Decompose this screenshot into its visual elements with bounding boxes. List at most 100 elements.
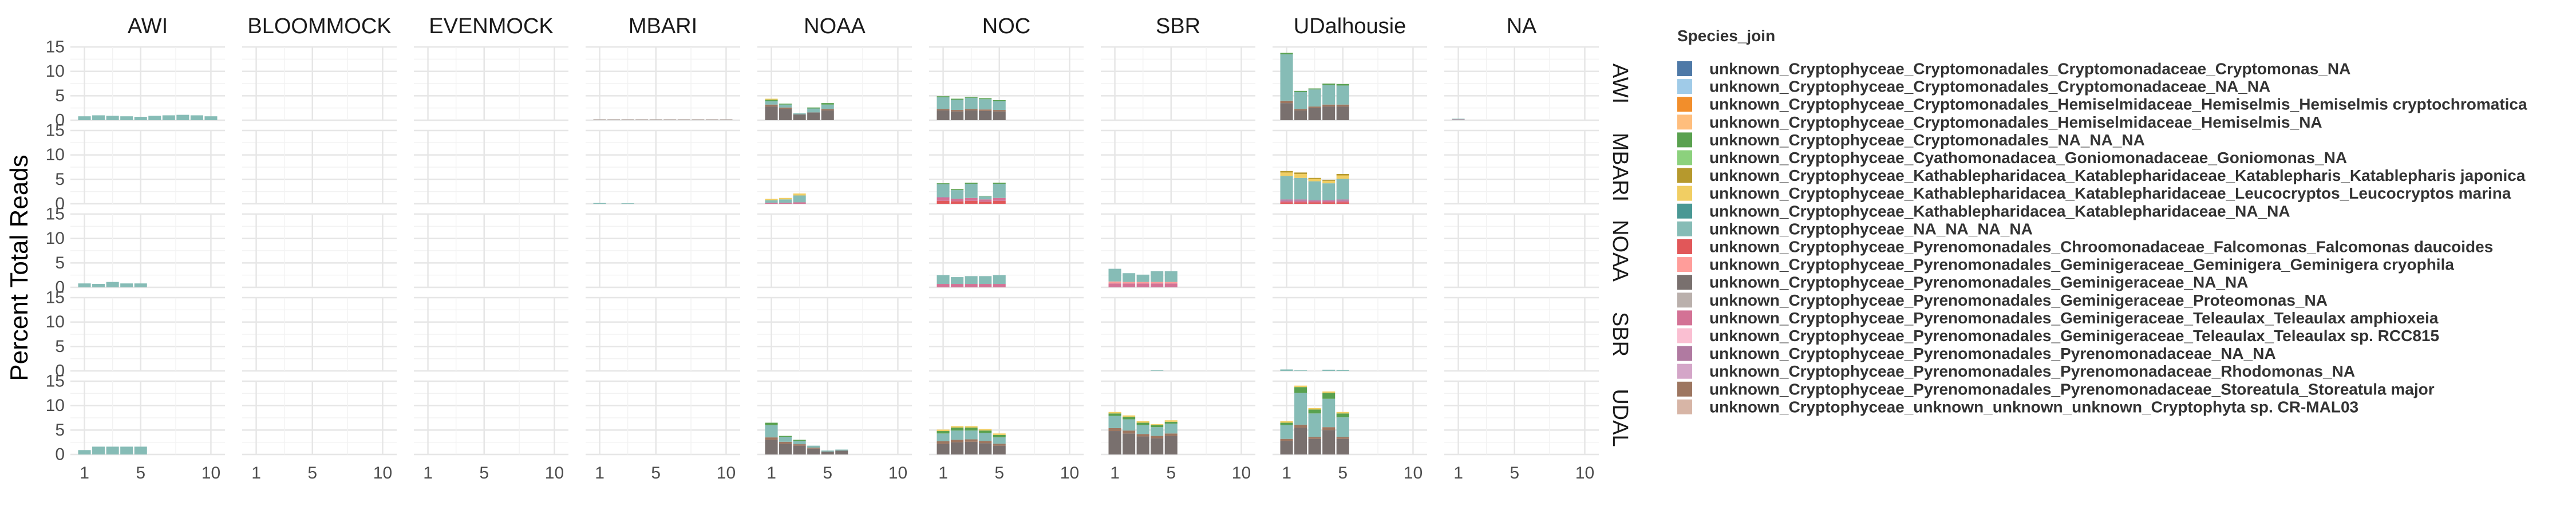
bar-segment [176, 114, 189, 120]
legend-label: unknown_Cryptophyceae_unknown_unknown_un… [1709, 398, 2358, 416]
bar-segment [1280, 422, 1293, 425]
bar-segment [793, 445, 806, 454]
bar-segment [1336, 200, 1349, 203]
bar-segment [1164, 271, 1178, 282]
bar-segment [1294, 385, 1307, 387]
bar-segment [1452, 118, 1465, 120]
bars-awi-udalhousie [1280, 53, 1349, 120]
legend-item: unknown_Cryptophyceae_Kathablepharidacea… [1677, 167, 2526, 184]
legend-label: unknown_Cryptophyceae_Cryptomonadales_Cr… [1709, 60, 2350, 78]
bar-segment [951, 426, 964, 428]
legend-key [1677, 346, 1692, 361]
bar-segment [807, 112, 820, 120]
bar-segment [1294, 177, 1307, 200]
x-tick-label: 5 [479, 464, 489, 483]
bar-segment [965, 441, 978, 454]
x-tick-label: 10 [1404, 464, 1423, 483]
legend-item: unknown_Cryptophyceae_Cryptomonadales_He… [1677, 113, 2322, 131]
legend-label: unknown_Cryptophyceae_Kathablepharidacea… [1709, 167, 2526, 184]
y-tick-label: 0 [55, 445, 65, 464]
legend-label: unknown_Cryptophyceae_Pyrenomonadales_Ge… [1709, 274, 2248, 291]
bar-segment [937, 275, 950, 284]
bar-segment [937, 429, 950, 432]
bar-segment [106, 282, 119, 287]
x-tick-label: 1 [80, 464, 89, 483]
bar-segment [1294, 92, 1307, 109]
bar-segment [1294, 370, 1307, 371]
bar-segment [1336, 417, 1349, 437]
bar-segment [1322, 84, 1336, 85]
bars-awi-na [1452, 118, 1465, 120]
legend-title: Species_join [1677, 27, 1775, 45]
bar-segment [779, 436, 792, 437]
bar-segment [965, 200, 978, 204]
bar-segment [92, 284, 105, 287]
bar-segment [120, 446, 133, 454]
panel-awi-evenmock [414, 46, 568, 121]
column-strip-bloommock: BLOOMMOCK [247, 14, 391, 38]
bar-segment [1164, 282, 1178, 284]
bar-segment [1280, 421, 1293, 423]
bar-segment [979, 441, 992, 444]
bar-segment [1336, 85, 1349, 105]
bar-segment [1308, 437, 1321, 439]
bar-segment [979, 110, 992, 120]
bar-segment [1336, 106, 1349, 120]
bar-segment [937, 109, 950, 110]
legend-item: unknown_Cryptophyceae_Pyrenomonadales_Ge… [1677, 256, 2454, 274]
bar-segment [1322, 85, 1336, 105]
bar-segment [1336, 84, 1349, 86]
bar-segment [765, 101, 778, 105]
legend-key [1677, 97, 1692, 112]
bar-segment [1322, 369, 1336, 371]
x-tick-label: 1 [1453, 464, 1463, 483]
x-tick-label: 5 [651, 464, 661, 483]
bar-segment [793, 441, 806, 445]
bar-segment [1308, 202, 1321, 204]
column-strip-noc: NOC [982, 14, 1030, 38]
bar-segment [1164, 283, 1178, 287]
bar-segment [951, 189, 964, 191]
bar-segment [1294, 424, 1307, 428]
bar-segment [120, 116, 133, 120]
panel-mbari-noaa [757, 129, 912, 205]
legend-label: unknown_Cryptophyceae_Pyrenomonadales_Py… [1709, 362, 2355, 380]
bar-segment [965, 97, 978, 98]
bar-segment [677, 119, 690, 120]
bar-segment [993, 284, 1006, 287]
bar-segment [951, 430, 964, 440]
bar-segment [937, 200, 950, 204]
bar-segment [993, 111, 1006, 120]
legend-key [1677, 310, 1692, 326]
bar-segment [779, 103, 792, 105]
x-tick-label: 1 [423, 464, 433, 483]
bar-segment [807, 445, 820, 448]
y-tick-label: 10 [46, 396, 65, 415]
x-tick-label: 5 [1338, 464, 1348, 483]
legend-item: unknown_Cryptophyceae_Cryptomonadales_He… [1677, 96, 2527, 113]
x-tick-label: 10 [717, 464, 736, 483]
panel-sbr-noaa [757, 296, 912, 372]
bar-segment [134, 117, 147, 120]
legend-item: unknown_Cryptophyceae_Cryptomonadales_Cr… [1677, 60, 2350, 78]
legend-label: unknown_Cryptophyceae_Pyrenomonadales_Ge… [1709, 309, 2439, 327]
bar-segment [779, 104, 792, 108]
bars-udal-awi [78, 446, 147, 454]
bar-segment [190, 115, 203, 120]
bar-segment [1151, 425, 1164, 428]
bar-segment [1280, 199, 1293, 201]
x-tick-label: 5 [994, 464, 1004, 483]
panel-udal-evenmock [414, 380, 568, 456]
bar-segment [1123, 419, 1136, 431]
bar-segment [1294, 393, 1307, 425]
bar-segment [1294, 109, 1307, 110]
legend-label: unknown_Cryptophyceae_Cryptomonadales_Cr… [1709, 78, 2270, 96]
bar-segment [1336, 179, 1349, 200]
bar-segment [793, 195, 806, 203]
y-tick-label: 5 [55, 337, 65, 356]
bar-segment [1294, 172, 1307, 174]
bar-segment [92, 446, 105, 454]
panel-awi-na [1444, 46, 1599, 121]
legend-key [1677, 132, 1692, 148]
